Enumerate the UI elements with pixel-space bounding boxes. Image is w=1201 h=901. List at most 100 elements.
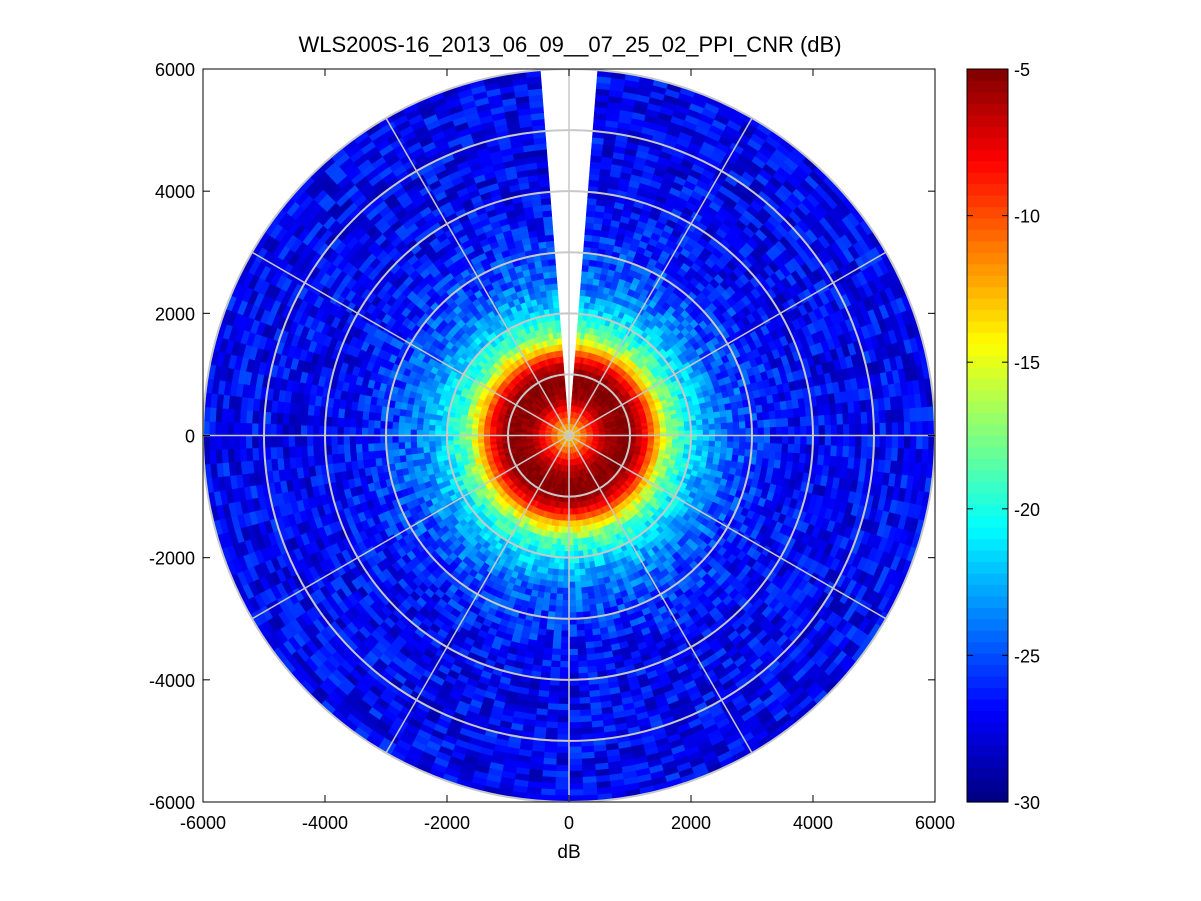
cnr-cell-2806 [572,538,578,546]
cnr-cell-2805 [576,538,583,546]
cnr-cell-4367 [568,599,577,607]
cnr-cell-4522 [575,605,584,613]
cnr-cell-3899 [568,581,576,589]
cnr-cell-2338 [572,520,577,528]
cnr-cell-2378 [471,438,479,444]
cnr-cell-2885 [555,319,561,327]
cnr-cell-3469 [428,445,437,453]
cnr-cell-3977 [550,276,558,285]
cnr-cell-2494 [572,526,577,534]
cnr-cell-3392 [696,435,704,442]
cnr-cell-2454 [659,427,667,433]
cnr-cell-4053 [580,586,588,595]
cnr-cells [203,69,935,802]
cnr-cell-4483 [739,428,747,436]
cnr-cell-4873 [374,450,382,459]
cnr-cell-4329 [732,441,740,450]
cnr-cell-3741 [579,574,587,582]
cnr-cell-3546 [702,424,710,431]
cnr-cell-2921 [677,421,685,428]
cnr-cell-4213 [555,599,563,607]
cnr-cell-3821 [550,282,558,291]
cnr-cell-3545 [701,418,710,426]
cnr-cell-3588 [562,575,570,583]
cnr-cell-3785 [416,423,424,431]
cnr-cell-2690 [458,439,466,445]
cnr-cell-4875 [373,435,381,444]
cnr-cell-4330 [732,448,740,456]
cnr-cell-4370 [547,605,556,613]
cnr-cell-2650 [572,532,578,540]
cnr-cell-3897 [580,580,588,589]
cnr-cell-3902 [550,586,558,595]
cnr-cell-3628 [422,429,430,436]
cnr-cell-2573 [556,331,562,339]
cnr-cell-3665 [551,289,559,297]
cnr-cell-4874 [373,442,381,452]
cnr-cell-4249 [398,448,406,456]
cnr-cell-3701 [708,417,716,425]
cnr-cell-4098 [404,415,412,424]
cnr-cell-2962 [572,544,579,552]
cnr-cell-4369 [554,605,563,613]
cnr-cell-3586 [573,569,581,577]
cnr-cell-3548 [702,435,710,442]
cnr-cell-3590 [551,574,559,582]
cnr-cell-3315 [434,435,442,442]
cnr-cell-4095 [403,435,411,443]
cnr-cell-3432 [563,569,570,577]
cnr-cell-3862 [714,446,722,454]
cnr-cell-4913 [545,240,555,248]
cnr-cell-3470 [428,440,436,447]
cnr-cell-4327 [733,428,741,436]
cnr-cell-3585 [579,568,586,576]
cnr-cell-1325 [562,380,566,388]
cnr-cell-4481 [738,414,746,423]
cnr-cell-4210 [574,593,583,601]
cnr-cell-4170 [726,422,734,430]
cnr-cell-4171 [727,428,735,436]
cnr-cell-3936 [411,453,419,461]
cnr-cell-3547 [702,429,710,436]
cnr-cell-4212 [561,599,570,607]
cnr-cell-2809 [559,544,566,552]
cnr-cell-4837 [553,623,562,632]
cnr-cell-3782 [416,440,424,448]
cnr-cell-4950 [757,419,765,429]
cnr-cell-2922 [678,426,686,432]
cnr-cell-4014 [720,422,728,430]
cnr-cell-3861 [714,440,722,448]
cnr-cell-2534 [465,439,473,444]
cnr-cell-3898 [574,581,582,589]
cnr-cell-3625 [422,446,430,454]
cnr-cell-3316 [434,429,442,436]
cnr-cell-1793 [560,362,565,370]
cnr-cell-3471 [428,435,436,442]
cnr-cell-4991 [568,624,577,632]
cnr-cell-2222 [477,438,485,444]
cnr-cell-2849 [452,426,460,432]
cnr-cell-4015 [721,428,728,436]
cnr-cell-3473 [428,424,436,431]
cnr-cell-3313 [434,445,443,452]
cnr-cell-3314 [434,440,442,447]
cnr-cell-3544 [701,413,709,421]
cnr-cell-3353 [552,301,560,309]
cnr-cell-4954 [756,450,764,459]
cnr-cell-3860 [714,435,722,442]
cnr-cell-4052 [586,585,595,594]
cnr-cell-4484 [739,435,747,443]
cnr-cell-3430 [573,563,580,571]
cnr-cell-3431 [568,563,575,571]
cnr-cell-2142 [647,428,655,433]
cnr-cell-3822 [580,282,588,291]
cnr-cell-4482 [738,421,747,430]
cnr-cell-2298 [653,427,661,433]
cnr-cell-3941 [410,422,418,430]
cnr-cell-4838 [545,623,555,631]
cnr-cell-3549 [702,440,710,447]
cnr-cell-3703 [708,429,716,436]
cnr-cell-4012 [719,410,727,418]
cnr-cell-3859 [714,429,722,436]
plot-area: -6000 -4000 -2000 0 2000 4000 6000 60004000200… [149,60,955,833]
